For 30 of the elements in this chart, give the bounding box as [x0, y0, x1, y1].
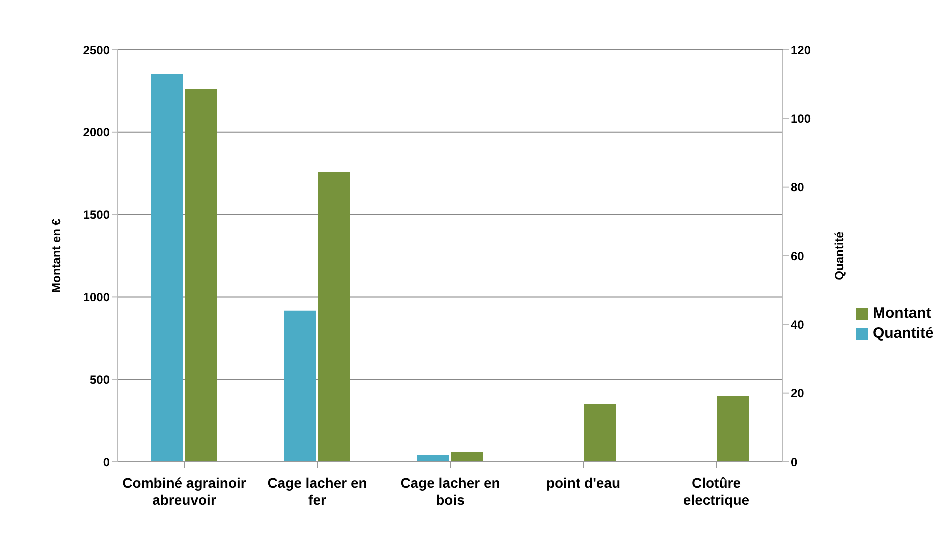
x-tick-label: Cage lacher en fer: [268, 475, 368, 508]
y-tick-label: 1500: [83, 208, 110, 222]
y2-tick-label: 60: [791, 249, 805, 264]
bar: [151, 74, 184, 462]
y2-tick-label: 0: [791, 455, 798, 470]
y-axis-title: Montant en €: [49, 218, 64, 293]
y2-tick-label: 20: [791, 386, 805, 401]
bar: [451, 452, 484, 462]
y2-tick-label: 40: [791, 318, 805, 332]
y-tick-label: 2500: [83, 43, 110, 58]
y-tick-label: 2000: [83, 126, 110, 140]
x-tick-label: Cage lacher en bois: [400, 475, 500, 508]
bar: [318, 172, 350, 462]
y2-tick-label: 80: [791, 180, 805, 195]
bar: [185, 90, 218, 462]
x-tick-label: point d'eau: [546, 475, 621, 491]
y2-tick-label: 100: [791, 112, 812, 126]
x-tick-label: Clotûre electrique: [683, 475, 750, 508]
bar: [717, 396, 750, 462]
y-tick-label: 500: [90, 372, 110, 387]
bar: [584, 404, 616, 462]
legend-label: Quantité: [873, 324, 933, 344]
y-tick-label: 1000: [83, 290, 110, 304]
bar: [417, 455, 450, 462]
y2-axis-title: Quantité: [832, 231, 846, 280]
y2-tick-label: 120: [791, 43, 812, 58]
legend-label: Montant: [873, 304, 932, 324]
bar: [284, 310, 316, 462]
y-tick-label: 0: [103, 455, 110, 470]
x-tick-label: Combiné agrainoir abreuvoir: [122, 475, 247, 508]
